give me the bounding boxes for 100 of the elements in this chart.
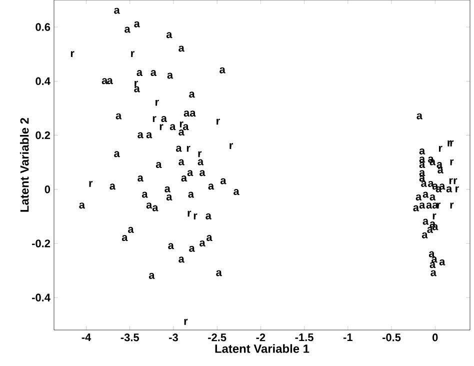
y-tick-label: -0.2 (32, 240, 50, 248)
text: a (150, 70, 157, 76)
text: r (155, 100, 159, 106)
text: a (110, 184, 116, 190)
text: a (178, 130, 184, 136)
text: r (188, 210, 192, 217)
text: a (166, 194, 172, 200)
text: a (422, 192, 429, 198)
y-tick-label: 0.2 (36, 131, 50, 140)
text: r (438, 146, 442, 152)
text: a (422, 218, 429, 225)
text: a (176, 146, 182, 152)
text: r (216, 118, 220, 125)
text: r (230, 143, 233, 150)
text: a (178, 46, 184, 52)
text: a (426, 202, 432, 209)
text: a (421, 180, 427, 187)
text: a (206, 235, 212, 242)
text: a (138, 132, 144, 138)
x-tick-label: -1 (343, 334, 352, 342)
text: a (432, 256, 438, 263)
text: a (170, 124, 176, 130)
text: a (134, 21, 140, 28)
text: r (180, 121, 184, 128)
text: a (168, 243, 174, 250)
y-axis-title: Latent Variable 2 (20, 118, 29, 212)
x-tick-label: -2 (256, 334, 266, 342)
text: a (178, 159, 184, 166)
text: a (152, 205, 158, 212)
text: r (448, 140, 452, 146)
y-tick-label: 0.6 (36, 23, 50, 31)
text: r (160, 124, 164, 130)
text: a (446, 186, 452, 192)
text: r (449, 178, 453, 184)
text: r (456, 186, 459, 192)
x-axis-title: Latent Variable 1 (215, 344, 310, 353)
text: a (148, 272, 155, 279)
text: a (206, 213, 212, 220)
text: a (166, 32, 172, 38)
text: a (128, 226, 134, 233)
text: a (79, 202, 86, 209)
text: r (134, 80, 138, 87)
y-tick-label: -0.4 (32, 294, 50, 302)
text: a (136, 70, 143, 76)
x-tick-label: -2.5 (208, 334, 226, 342)
text: a (188, 192, 194, 198)
text: a (156, 162, 162, 168)
text: a (430, 194, 436, 200)
text: a (184, 110, 190, 117)
text: r (450, 202, 454, 209)
x-tick-label: 0 (432, 334, 438, 342)
text: r (450, 140, 454, 146)
x-tick-label: -1.5 (295, 334, 314, 342)
text: r (152, 116, 156, 122)
text: a (430, 262, 436, 268)
text: a (146, 132, 152, 138)
text: a (124, 26, 130, 33)
text: a (220, 67, 226, 74)
text: r (89, 180, 93, 187)
text: a (439, 259, 446, 266)
text: a (413, 205, 420, 212)
text: r (194, 213, 198, 220)
text: a (181, 176, 188, 182)
text: a (114, 151, 120, 158)
text: a (419, 170, 426, 176)
text: a (419, 202, 426, 209)
text: a (116, 113, 122, 120)
text: a (428, 251, 435, 258)
text: a (142, 192, 148, 198)
text: a (134, 86, 140, 92)
text: a (200, 240, 206, 246)
text: a (138, 176, 144, 182)
text: a (216, 270, 222, 276)
text: a (164, 186, 170, 192)
text: a (430, 270, 436, 276)
text: r (186, 146, 190, 152)
text: a (208, 184, 214, 190)
series-label: r (198, 151, 202, 158)
text: a (436, 162, 443, 168)
text: a (416, 113, 423, 120)
y-tick-label: 0 (44, 185, 50, 194)
text: a (432, 202, 438, 209)
text: a (146, 202, 152, 209)
text: a (419, 148, 426, 154)
text: a (167, 72, 174, 79)
text: a (422, 232, 428, 238)
text: a (102, 78, 108, 84)
text: a (416, 194, 422, 200)
text: r (184, 318, 188, 325)
text: a (189, 246, 195, 252)
text: a (428, 180, 434, 187)
text: a (161, 116, 167, 122)
x-tick-label: -3 (169, 334, 178, 342)
text: r (450, 159, 454, 166)
text: a (187, 170, 194, 176)
text: a (419, 176, 426, 182)
text: a (419, 162, 426, 168)
text: r (131, 51, 134, 58)
text: a (189, 92, 195, 98)
text: a (190, 110, 196, 117)
